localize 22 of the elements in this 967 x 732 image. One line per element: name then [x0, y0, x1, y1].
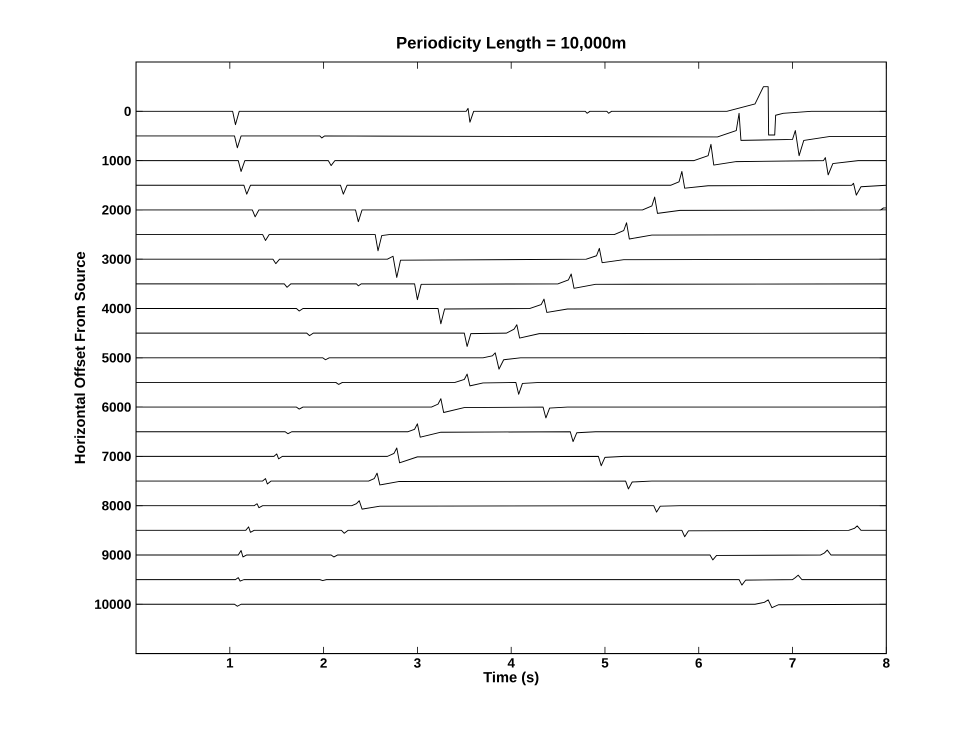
x-tick-label: 8 — [883, 658, 890, 668]
y-tick-label: 7000 — [102, 452, 131, 461]
chart-title: Periodicity Length = 10,000m — [397, 36, 626, 52]
y-axis-title: Horizontal Offset From Source — [74, 252, 86, 464]
x-tick-label: 4 — [508, 658, 515, 668]
x-tick-label: 7 — [789, 658, 796, 668]
y-tick-label: 4000 — [102, 304, 131, 314]
y-tick-label: 1000 — [102, 156, 131, 166]
y-tick-label: 5000 — [102, 352, 131, 362]
y-tick-label: 3000 — [102, 254, 131, 264]
x-tick-label: 3 — [414, 658, 421, 668]
x-tick-label: 5 — [602, 658, 608, 668]
y-tick-label: 9000 — [102, 550, 131, 560]
y-tick-label: 8000 — [102, 500, 131, 510]
y-tick-label: 6000 — [102, 402, 131, 412]
x-tick-label: 6 — [696, 658, 702, 668]
x-tick-label: 2 — [320, 658, 327, 668]
x-axis-title: Time (s) — [483, 671, 538, 686]
y-tick-label: 10000 — [95, 599, 131, 609]
y-tick-label: 0 — [124, 106, 131, 116]
y-tick-label: 2000 — [102, 205, 131, 214]
x-tick-label: 1 — [226, 658, 234, 668]
